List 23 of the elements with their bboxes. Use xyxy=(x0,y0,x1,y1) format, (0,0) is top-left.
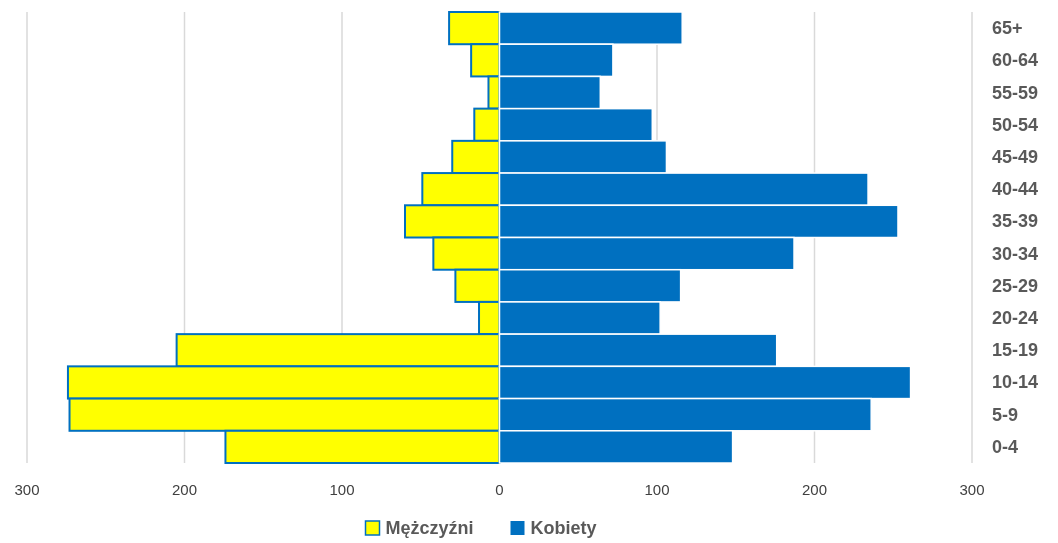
y-tick-label: 50-54 xyxy=(992,114,1039,135)
y-tick-label: 20-24 xyxy=(992,308,1039,329)
y-tick-label: 5-9 xyxy=(992,404,1019,425)
y-tick-label: 60-64 xyxy=(992,50,1039,71)
y-tick-label: 10-14 xyxy=(992,372,1039,393)
x-tick-label: 100 xyxy=(329,481,355,498)
x-tick-label: 300 xyxy=(14,481,40,498)
x-tick-label: 0 xyxy=(495,481,504,498)
y-tick-label: 25-29 xyxy=(992,275,1039,296)
x-tick-label: 300 xyxy=(959,481,985,498)
x-tick-label: 200 xyxy=(801,481,828,498)
x-tick-label: 100 xyxy=(644,481,670,498)
legend-label: Kobiety xyxy=(530,518,597,538)
x-tick-label: 200 xyxy=(171,481,198,498)
y-tick-label: 30-34 xyxy=(992,243,1039,264)
y-tick-label: 55-59 xyxy=(992,82,1039,103)
legend-label: Mężczyźni xyxy=(385,518,474,538)
y-tick-label: 45-49 xyxy=(992,146,1039,167)
y-tick-label: 40-44 xyxy=(992,179,1039,200)
y-tick-label: 35-39 xyxy=(992,211,1039,232)
y-tick-label: 65+ xyxy=(992,18,1023,39)
y-tick-label: 15-19 xyxy=(992,340,1039,361)
y-tick-label: 0-4 xyxy=(992,436,1019,457)
